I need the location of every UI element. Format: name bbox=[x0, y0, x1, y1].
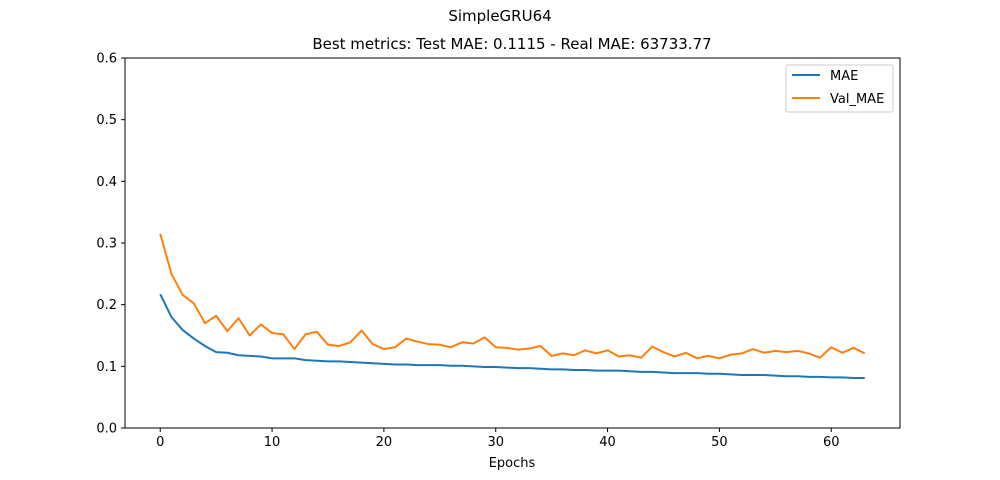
y-tick-label: 0.2 bbox=[96, 298, 117, 313]
x-tick-label: 40 bbox=[599, 435, 616, 450]
plot-area-frame bbox=[124, 57, 901, 429]
x-tick-label: 30 bbox=[487, 435, 504, 450]
y-tick-label: 0.6 bbox=[96, 52, 117, 67]
y-tick-label: 0.4 bbox=[96, 175, 117, 190]
series-layer bbox=[159, 233, 866, 380]
y-tick-label: 0.0 bbox=[96, 422, 117, 437]
legend-label-val-mae: Val_MAE bbox=[830, 92, 884, 107]
x-axis-label: Epochs bbox=[489, 456, 536, 471]
legend: MAE Val_MAE bbox=[785, 64, 894, 113]
legend-label-mae: MAE bbox=[830, 69, 858, 84]
series-line-mae bbox=[159, 293, 865, 380]
chart-title: Best metrics: Test MAE: 0.1115 - Real MA… bbox=[312, 35, 711, 53]
y-tick-label: 0.5 bbox=[96, 113, 117, 128]
x-tick-label: 20 bbox=[376, 435, 393, 450]
x-axis-ticks: 0 10 20 30 40 50 60 bbox=[156, 428, 839, 450]
x-tick-label: 60 bbox=[823, 435, 840, 450]
x-tick-label: 0 bbox=[156, 435, 164, 450]
y-tick-label: 0.3 bbox=[96, 237, 117, 252]
series-line-val-mae bbox=[159, 233, 866, 360]
x-tick-label: 10 bbox=[264, 435, 281, 450]
figure-suptitle: SimpleGRU64 bbox=[448, 7, 551, 25]
legend-box bbox=[785, 64, 894, 113]
y-axis-ticks: 0.0 0.1 0.2 0.3 0.4 0.5 0.6 bbox=[96, 52, 125, 437]
x-tick-label: 50 bbox=[711, 435, 728, 450]
y-tick-label: 0.1 bbox=[96, 360, 117, 375]
